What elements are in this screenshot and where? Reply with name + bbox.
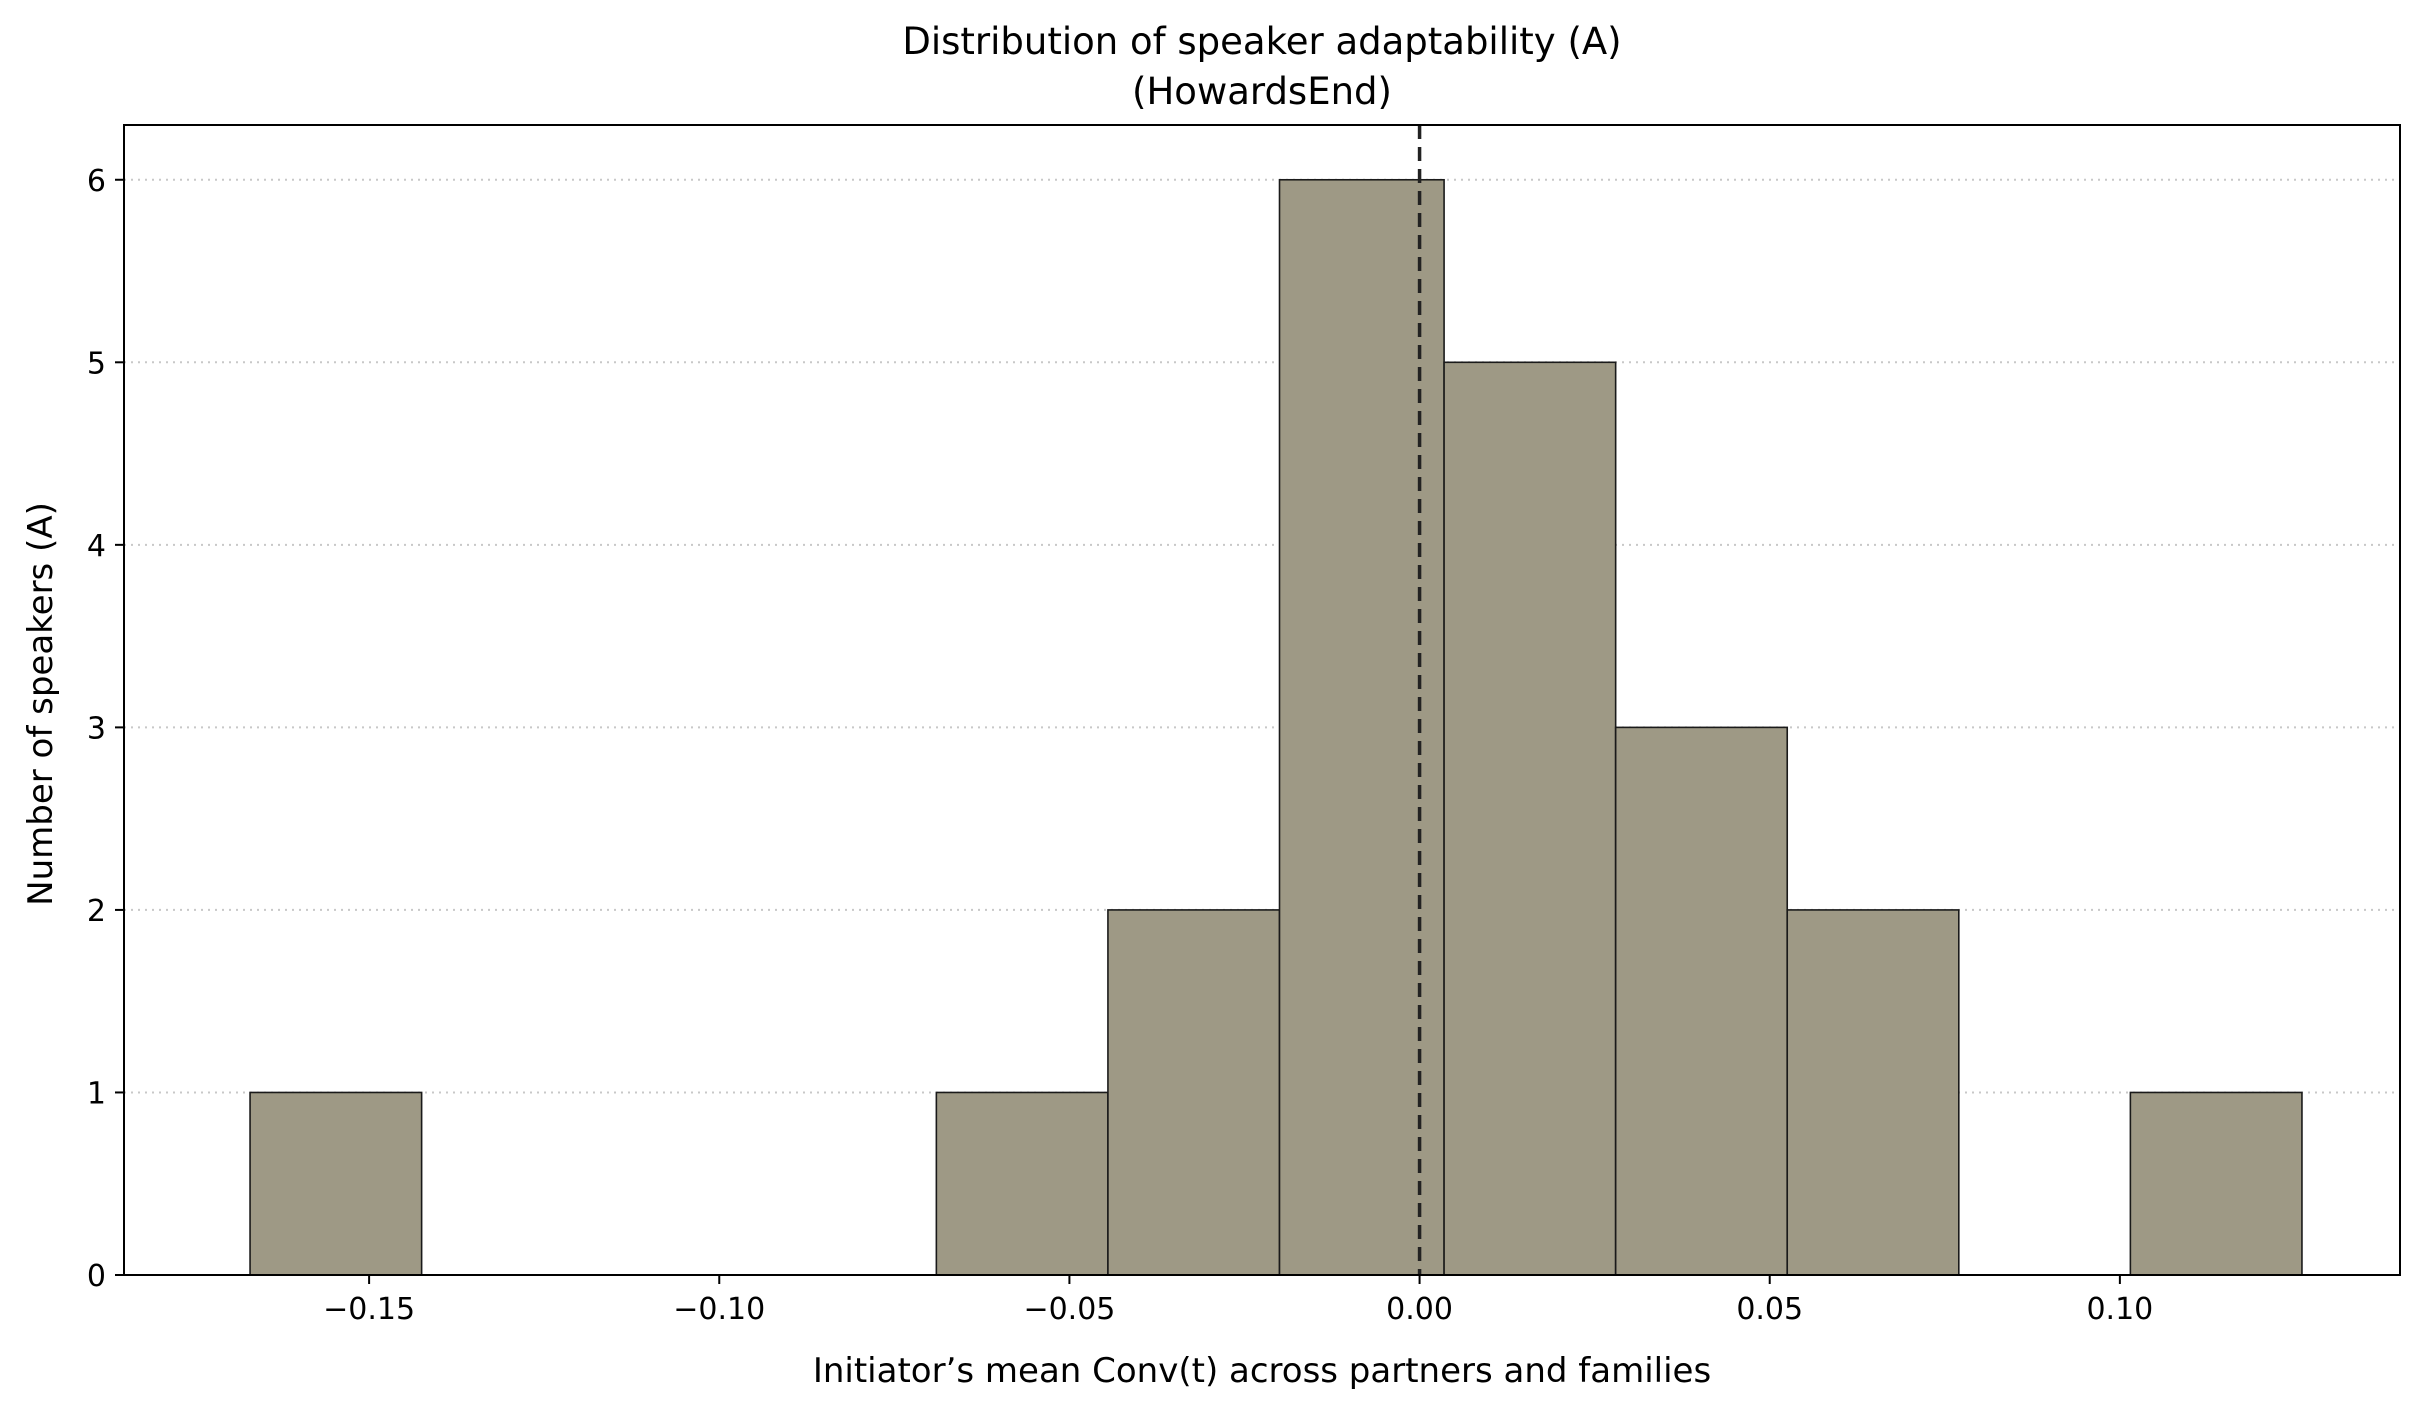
- x-axis-label: Initiator’s mean Conv(t) across partners…: [813, 1351, 1711, 1391]
- y-tick-label: 0: [87, 1259, 106, 1294]
- grid-lines: [124, 178, 2400, 1094]
- x-tick-label: −0.10: [673, 1292, 765, 1327]
- histogram-bar: [1786, 909, 1960, 1276]
- bars: [249, 178, 2303, 1276]
- x-tick-label: 0.10: [2086, 1292, 2153, 1327]
- histogram-bar: [1614, 726, 1789, 1276]
- y-tick-label: 3: [87, 711, 106, 746]
- y-axis-label: Number of speakers (A): [21, 502, 61, 906]
- y-tick-label: 6: [87, 164, 106, 199]
- x-tick-label: −0.15: [323, 1292, 415, 1327]
- histogram-bar: [1107, 909, 1281, 1276]
- chart-subtitle: (HowardsEnd): [1132, 70, 1392, 113]
- y-tick-label: 2: [87, 894, 106, 929]
- histogram-bar: [1443, 361, 1617, 1276]
- y-tick-label: 4: [87, 529, 106, 564]
- histogram-bar: [935, 1091, 1109, 1276]
- histogram-bar: [249, 1091, 423, 1276]
- x-axis-ticks: −0.15 −0.10 −0.05 0.00 0.05 0.10: [323, 1275, 2153, 1327]
- plot-frame: [123, 124, 2401, 1276]
- chart-title: Distribution of speaker adaptability (A): [902, 20, 1621, 63]
- y-tick-label: 1: [87, 1076, 106, 1111]
- y-tick-label: 5: [87, 346, 106, 381]
- y-axis-ticks: 0 1 2 3 4 5 6: [87, 164, 124, 1294]
- histogram-bar: [1278, 178, 1445, 1276]
- x-tick-label: 0.05: [1736, 1292, 1803, 1327]
- x-tick-label: 0.00: [1386, 1292, 1453, 1327]
- histogram-bar: [2129, 1091, 2303, 1276]
- x-tick-label: −0.05: [1023, 1292, 1115, 1327]
